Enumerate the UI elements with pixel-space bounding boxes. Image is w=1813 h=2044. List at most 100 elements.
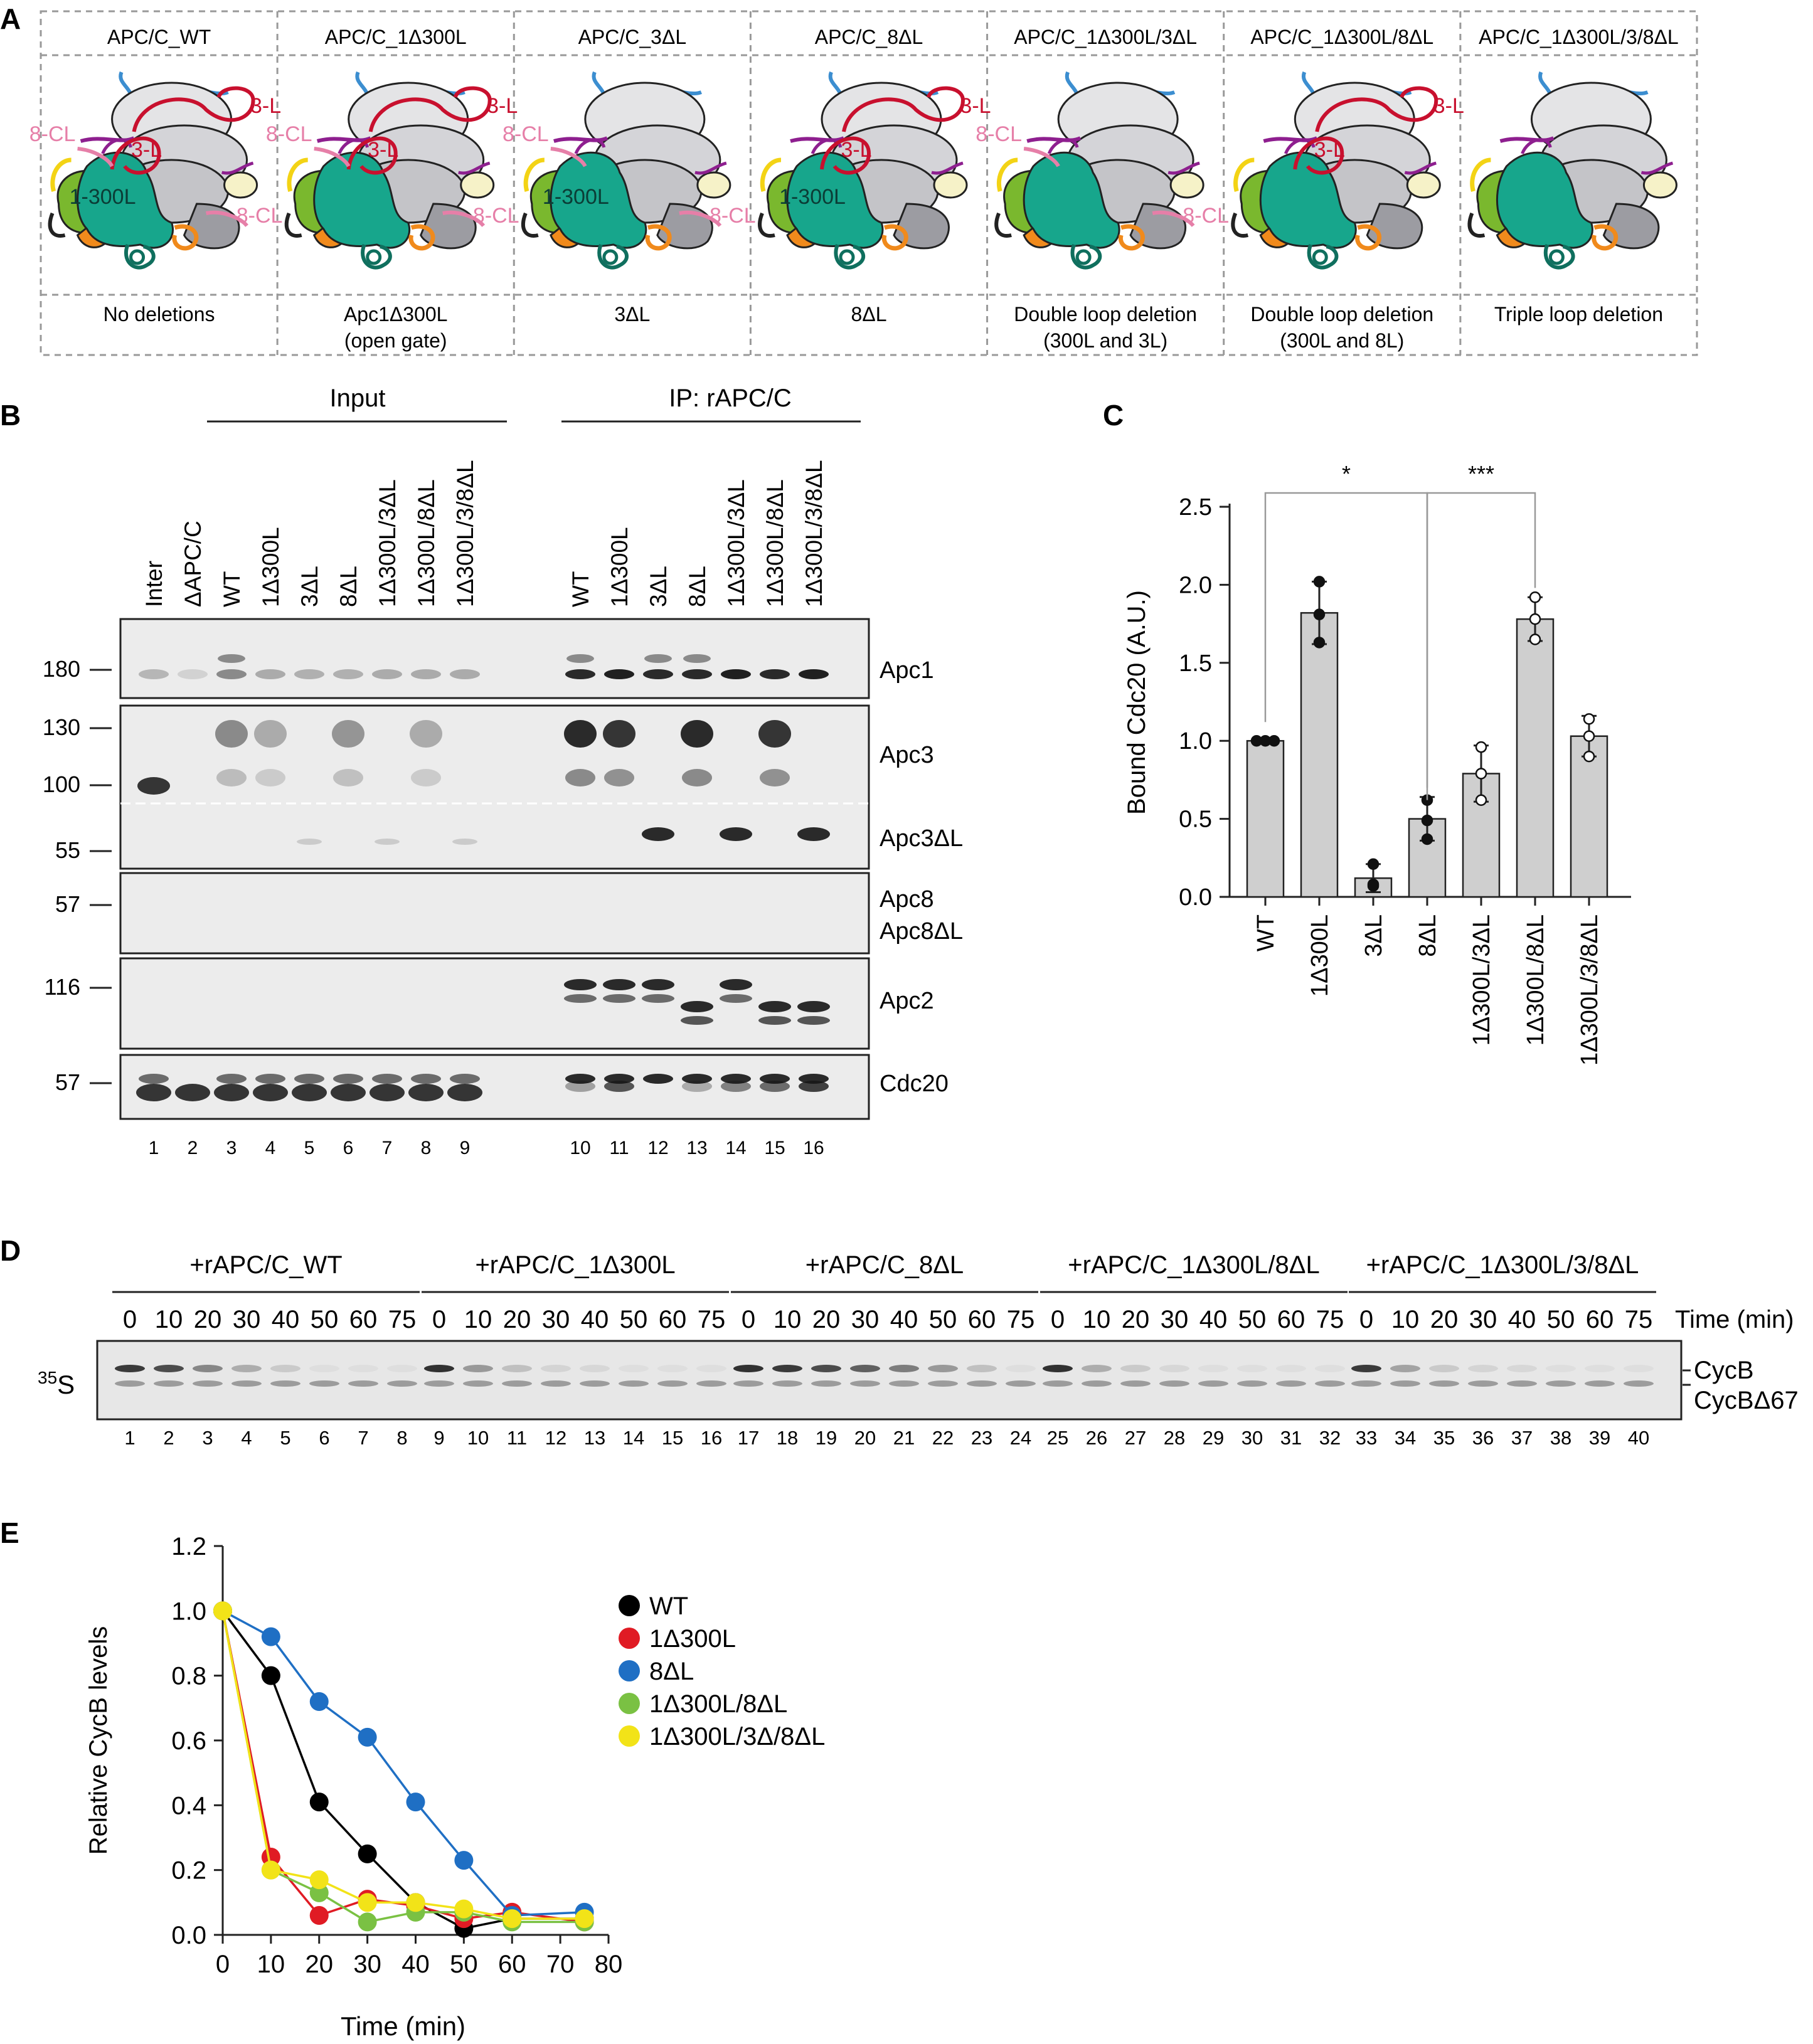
band-cycb	[619, 1365, 649, 1372]
y-tick-label: 1.0	[171, 1597, 206, 1625]
y-tick-label: 0.8	[171, 1663, 206, 1690]
band-cycbdl67	[1468, 1380, 1498, 1387]
lane-number: 30	[1241, 1427, 1263, 1449]
band-cdc20	[408, 1084, 444, 1101]
lane-number: 3	[226, 1138, 237, 1158]
band-cycbdl67	[696, 1380, 726, 1387]
lane-number: 21	[893, 1427, 915, 1449]
band-apc8	[720, 979, 752, 990]
apcc-cartoon: 3-L 3-L	[1233, 72, 1464, 268]
lane-number: 3	[202, 1427, 213, 1449]
x-tick-label: 3ΔL	[1361, 914, 1387, 957]
time-point: 40	[1199, 1306, 1228, 1333]
band-apc3-smear	[604, 769, 634, 786]
data-point	[358, 1893, 377, 1912]
band-cycb	[1507, 1365, 1537, 1372]
panel-e: 0.0 0.2 0.4 0.6 0.8 1.0 1.2 0 10 20 30 40 50 60 70 80 Ti…	[85, 1533, 825, 2041]
band-cycb	[928, 1365, 958, 1372]
lane-label: 3ΔL	[297, 566, 322, 607]
loop-3l	[1315, 86, 1438, 132]
data-point	[261, 1860, 280, 1880]
time-point: 0	[1051, 1306, 1065, 1333]
band-apc3dl	[720, 827, 752, 841]
lane-number: 4	[265, 1138, 276, 1158]
lane-label: WT	[568, 571, 593, 607]
band-apc2	[721, 1074, 751, 1084]
band-cycb	[811, 1365, 841, 1372]
x-tick-label: 40	[401, 1951, 430, 1978]
panel-c: 0.0 0.5 1.0 1.5 2.0 2.5 Bound Cdc20 (A.U.) WT 1Δ…	[1123, 461, 1631, 1066]
band-cdc20	[682, 1081, 712, 1092]
legend-label: 1Δ300L	[649, 1625, 736, 1653]
time-point: 20	[1122, 1306, 1150, 1333]
time-point: 20	[812, 1306, 841, 1333]
data-point	[502, 1909, 522, 1929]
band-apc1	[333, 669, 363, 679]
panel-b: Input IP: rAPC/C Inter ΔAPC/C WT 1Δ300L 3ΔL 8…	[43, 384, 963, 1158]
data-point	[261, 1627, 280, 1646]
time-point: 75	[698, 1306, 726, 1333]
bar	[1570, 735, 1608, 898]
loop-3l	[820, 136, 871, 175]
time-point: 75	[1625, 1306, 1653, 1333]
lane-label: 1Δ300L/3ΔL	[723, 479, 749, 607]
panel-a: APC/C_WT 3-L 8-CL 3-L 1-300L 8-CL No deletions…	[29, 10, 1698, 356]
loop-8cl	[205, 210, 248, 228]
time-point: 10	[155, 1306, 183, 1333]
panel-label-d: D	[0, 1234, 21, 1267]
band-cdc20	[331, 1084, 366, 1101]
band-cdc20	[253, 1084, 288, 1101]
band-apc3	[564, 720, 597, 748]
data-point	[358, 1912, 377, 1932]
legend-label: WT	[649, 1592, 688, 1620]
lane-number: 16	[803, 1138, 824, 1158]
lane-number: 8	[421, 1138, 432, 1158]
legend-label: 1Δ300L/3Δ/8ΔL	[649, 1723, 825, 1750]
y-tick-label: 0.0	[171, 1922, 206, 1949]
loop-label: 3-L	[1314, 138, 1345, 162]
series-line	[222, 1609, 585, 1917]
band-apc8dl	[758, 1001, 791, 1012]
x-tick-label: 70	[546, 1951, 575, 1978]
x-tick-label: 20	[306, 1951, 334, 1978]
lane-number: 37	[1511, 1427, 1533, 1449]
band-cycb	[1429, 1365, 1459, 1372]
data-point	[1475, 768, 1487, 780]
band-apc2	[139, 1074, 169, 1084]
legend-marker	[619, 1725, 640, 1747]
lane-number: 12	[647, 1138, 668, 1158]
band-apc3-smear	[216, 769, 247, 786]
data-point	[1529, 613, 1541, 625]
band-cycbdl67	[1237, 1380, 1267, 1387]
time-point: 50	[620, 1306, 648, 1333]
band-cycb	[1468, 1365, 1498, 1372]
band-apc1	[643, 669, 673, 679]
lane-number: 24	[1010, 1427, 1031, 1449]
legend-marker	[619, 1595, 640, 1616]
band-apc2	[294, 1074, 324, 1084]
band-cycb	[1546, 1365, 1576, 1372]
lane-number: 2	[188, 1138, 198, 1158]
band-cycbdl67	[1006, 1380, 1036, 1387]
band-cycb	[657, 1365, 688, 1372]
loop-label: 3-L	[1433, 94, 1464, 118]
lane-label: 3ΔL	[646, 566, 671, 607]
mw-marker: 57	[55, 891, 80, 917]
data-point	[1583, 750, 1595, 763]
lane-number: 32	[1319, 1427, 1341, 1449]
band-apc8dl	[758, 1016, 791, 1025]
band-apc1	[799, 669, 829, 679]
band-cycbdl67	[270, 1380, 300, 1387]
time-point: 0	[742, 1306, 755, 1333]
band-cycbdl67	[967, 1380, 997, 1387]
blot-strip	[119, 704, 870, 870]
lane-number: 31	[1280, 1427, 1302, 1449]
lane-number: 15	[764, 1138, 785, 1158]
band-cycbdl67	[1624, 1380, 1654, 1387]
band-cdc20	[214, 1084, 249, 1101]
loop-8cl	[314, 147, 351, 167]
lane-number: 20	[854, 1427, 876, 1449]
time-point: 20	[1430, 1306, 1459, 1333]
mw-marker: 55	[55, 837, 80, 863]
loop-3l	[346, 136, 398, 175]
